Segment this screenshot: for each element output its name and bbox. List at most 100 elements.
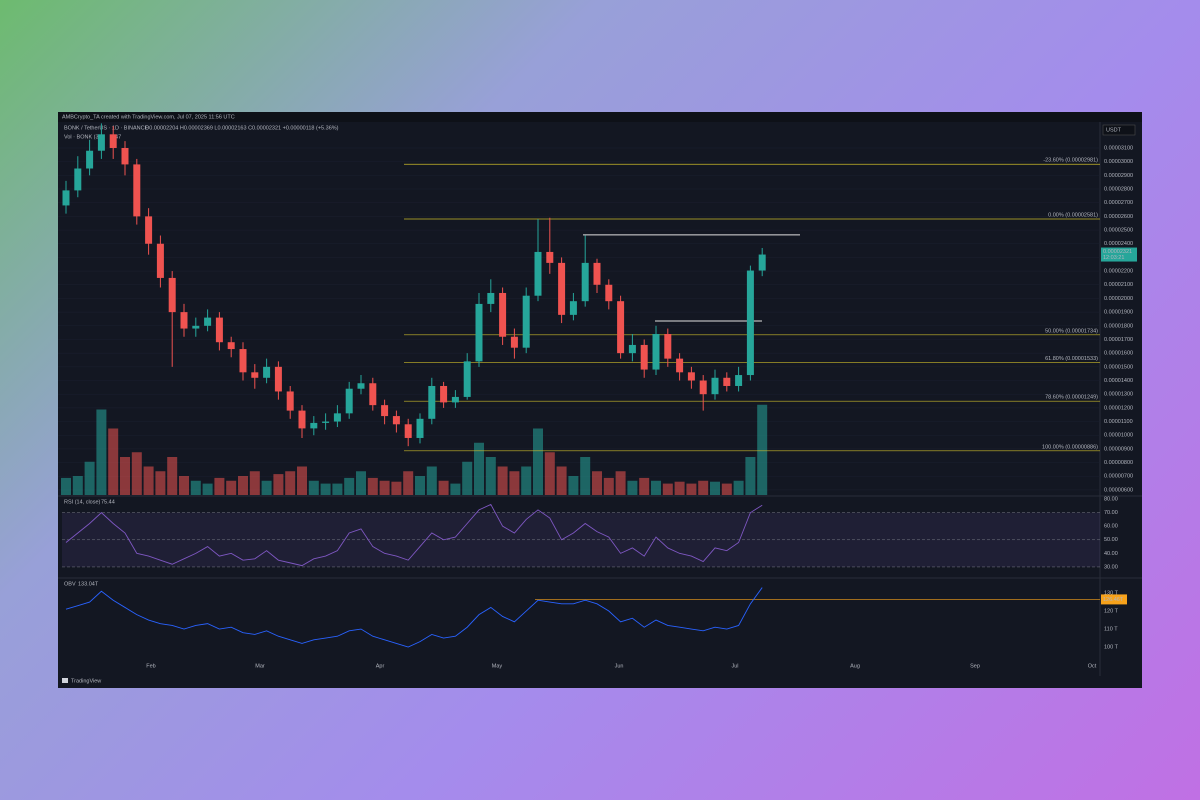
y-tick-label: 0.00003000 bbox=[1104, 159, 1133, 165]
volume-bar bbox=[745, 457, 756, 495]
candle-body bbox=[440, 385, 448, 403]
candle-body bbox=[640, 344, 648, 370]
volume-bar bbox=[143, 466, 154, 495]
volume-bar bbox=[615, 471, 626, 495]
volume-bar bbox=[462, 461, 473, 495]
volume-bar bbox=[167, 457, 178, 495]
y-tick-label: 120 T bbox=[1104, 608, 1119, 614]
volume-bar bbox=[84, 461, 95, 495]
candle-body bbox=[605, 284, 613, 302]
volume-bar bbox=[698, 480, 709, 495]
volume-bar bbox=[155, 471, 166, 495]
candle-body bbox=[251, 372, 259, 378]
candle-body bbox=[345, 388, 353, 414]
candle-body bbox=[145, 216, 153, 244]
indicator-line bbox=[65, 503, 763, 567]
y-tick-label: 0.00001700 bbox=[1104, 337, 1133, 343]
volume-bar bbox=[320, 483, 331, 495]
volume-bar bbox=[131, 452, 142, 495]
volume-bar bbox=[438, 480, 449, 495]
fib-label: 78.60% (0.00001249) bbox=[1045, 395, 1098, 401]
candle-body bbox=[322, 421, 330, 423]
volume-bar bbox=[72, 476, 83, 495]
indicator-name: OBV bbox=[64, 581, 76, 587]
candle-body bbox=[298, 410, 306, 429]
candle-body bbox=[522, 295, 530, 348]
y-tick-label: 110 T bbox=[1104, 626, 1118, 632]
y-tick-label: 80.00 bbox=[1104, 496, 1118, 502]
symbol: BONK / TetherUS · 1D · BINANCE bbox=[64, 125, 149, 131]
y-tick-label: 0.00001800 bbox=[1104, 323, 1133, 329]
volume-bar bbox=[226, 480, 237, 495]
fib-label: -23.60% (0.00002981) bbox=[1043, 158, 1098, 164]
candle-body bbox=[534, 251, 542, 296]
volume-bar bbox=[721, 483, 732, 495]
candle-body bbox=[156, 243, 164, 278]
y-tick-label: 30.00 bbox=[1104, 564, 1118, 570]
candle-body bbox=[687, 372, 695, 381]
candle-body bbox=[121, 147, 129, 165]
y-tick-label: 0.00002700 bbox=[1104, 200, 1133, 206]
volume-bar bbox=[238, 476, 248, 495]
candle-body bbox=[569, 301, 577, 315]
chart-window bbox=[58, 112, 1142, 688]
candle-body bbox=[369, 383, 377, 406]
y-tick-label: 0.00002500 bbox=[1104, 228, 1133, 234]
y-tick-label: 0.00002900 bbox=[1104, 173, 1133, 179]
currency-box[interactable] bbox=[1102, 124, 1136, 136]
volume-bar bbox=[297, 466, 307, 495]
candle-body bbox=[333, 413, 341, 422]
candle-body bbox=[416, 418, 424, 438]
candle-body bbox=[62, 190, 70, 206]
y-tick-label: 0.00002200 bbox=[1104, 269, 1133, 275]
candle-body bbox=[652, 334, 660, 370]
price-tag-value: 0.00002321 bbox=[1103, 249, 1132, 255]
y-tick-label: 0.00003100 bbox=[1104, 145, 1133, 151]
candle-body bbox=[180, 312, 188, 329]
volume-bar bbox=[592, 471, 602, 495]
y-tick-label: 0.00002100 bbox=[1104, 282, 1133, 288]
candle-body bbox=[451, 396, 459, 403]
candle-body bbox=[664, 334, 672, 359]
volume-bar bbox=[120, 457, 130, 495]
candle-body bbox=[593, 262, 601, 285]
candle-body bbox=[168, 277, 176, 313]
candle-body bbox=[676, 358, 684, 373]
volume-bar bbox=[485, 457, 496, 495]
candle-body bbox=[746, 270, 754, 376]
volume-bar bbox=[415, 476, 425, 495]
y-tick-label: 0.00002000 bbox=[1104, 296, 1133, 302]
volume-bar bbox=[521, 466, 532, 495]
volume-bar bbox=[651, 480, 661, 495]
x-tick-label: Aug bbox=[850, 663, 860, 669]
x-tick-label: Jun bbox=[615, 663, 624, 669]
candle-body bbox=[86, 150, 94, 169]
y-tick-label: 0.00001900 bbox=[1104, 310, 1133, 316]
volume-bar bbox=[391, 481, 402, 495]
volume-bar bbox=[214, 477, 225, 495]
candle-body bbox=[428, 385, 436, 419]
candle-body bbox=[239, 349, 247, 373]
currency[interactable]: USDT bbox=[1106, 127, 1122, 133]
volume-bar bbox=[249, 471, 260, 495]
y-tick-label: 130 T bbox=[1104, 590, 1119, 596]
fib-label: 100.00% (0.00000886) bbox=[1042, 444, 1098, 450]
y-tick-label: 0.00000800 bbox=[1104, 460, 1133, 466]
volume-bar bbox=[556, 466, 567, 495]
top-bar bbox=[58, 112, 1142, 122]
x-tick-label: Mar bbox=[255, 663, 265, 669]
volume-bar bbox=[497, 466, 508, 495]
volume-bar bbox=[674, 481, 685, 495]
candle-body bbox=[546, 251, 554, 263]
volume-bar bbox=[403, 471, 414, 495]
volume-bar bbox=[367, 477, 378, 495]
candle-body bbox=[204, 317, 212, 326]
volume-bar bbox=[261, 480, 272, 495]
volume-bar bbox=[639, 477, 650, 495]
candle-body bbox=[133, 164, 141, 217]
candle-body bbox=[404, 424, 412, 438]
x-tick-label: Jul bbox=[731, 663, 738, 669]
indicator-value: 75.44 bbox=[101, 499, 115, 505]
candle-body bbox=[475, 303, 483, 362]
